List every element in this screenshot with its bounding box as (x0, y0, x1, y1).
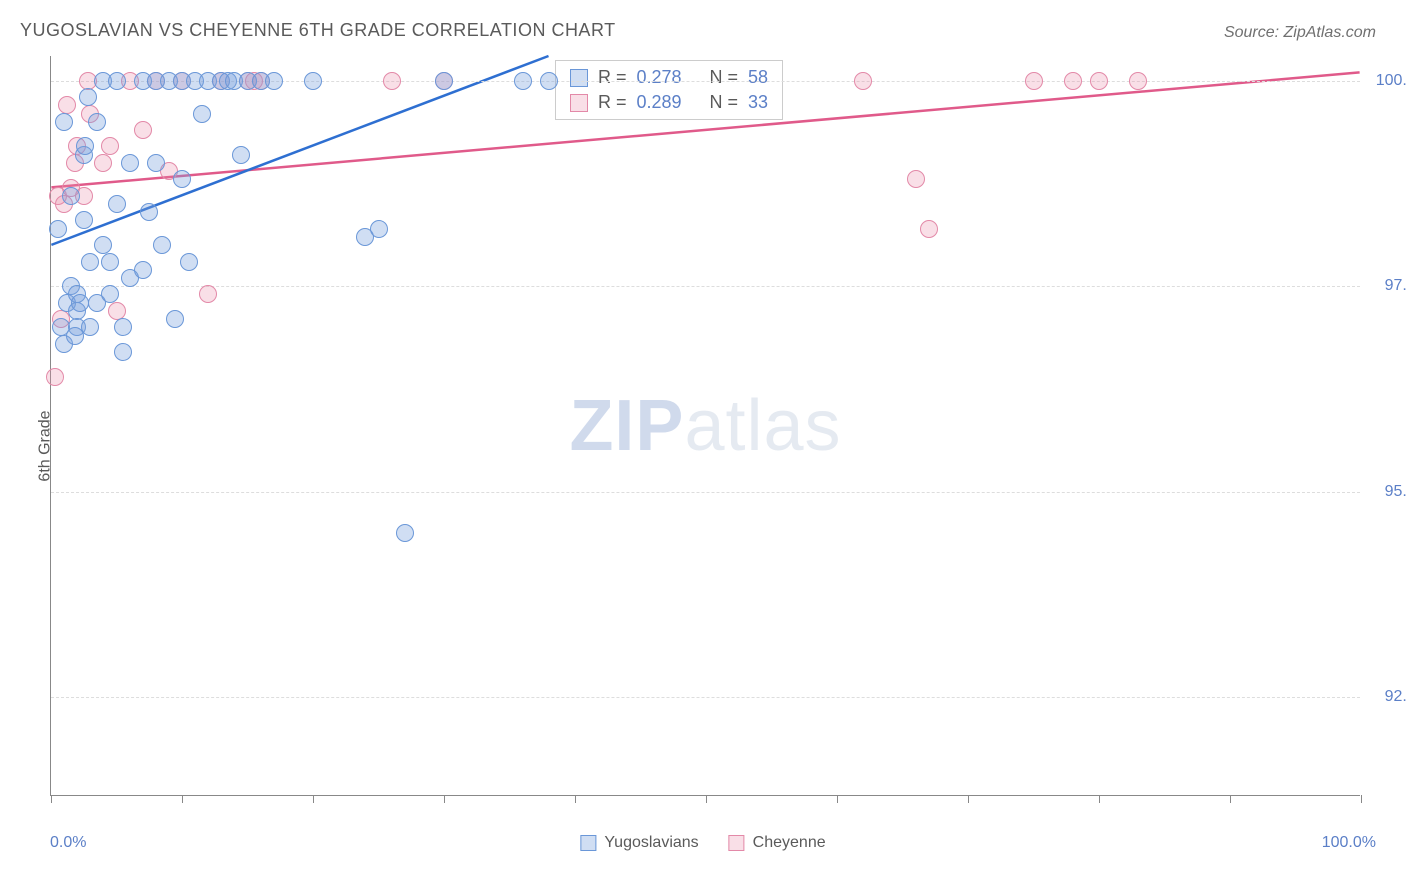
stats-legend-box: R = 0.278 N = 58 R = 0.289 N = 33 (555, 60, 783, 120)
series1-point (101, 285, 119, 303)
series1-point (114, 343, 132, 361)
y-tick-label: 95.0% (1370, 483, 1406, 501)
series1-point (71, 294, 89, 312)
series2-point (108, 302, 126, 320)
series2-point (920, 220, 938, 238)
series1-point (514, 72, 532, 90)
series2-point (1129, 72, 1147, 90)
watermark: ZIPatlas (569, 385, 841, 467)
x-tick (1230, 795, 1231, 803)
gridline (51, 697, 1360, 698)
series1-point (153, 236, 171, 254)
series2-point (1064, 72, 1082, 90)
stats-row-series1: R = 0.278 N = 58 (556, 65, 782, 90)
series1-point (94, 236, 112, 254)
series1-point (88, 113, 106, 131)
series2-point (134, 121, 152, 139)
series2-point (383, 72, 401, 90)
series2-point (46, 368, 64, 386)
x-axis-max-label: 100.0% (1322, 834, 1376, 852)
source-attribution: Source: ZipAtlas.com (1224, 24, 1376, 42)
x-tick (182, 795, 183, 803)
x-tick (51, 795, 52, 803)
series1-point (140, 203, 158, 221)
x-tick (706, 795, 707, 803)
series1-point (370, 220, 388, 238)
series1-point (166, 310, 184, 328)
stats-row-series2: R = 0.289 N = 33 (556, 90, 782, 115)
series2-point (94, 154, 112, 172)
series1-point (79, 88, 97, 106)
series1-point (396, 524, 414, 542)
series2-point (1025, 72, 1043, 90)
series1-point (232, 146, 250, 164)
series1-point (134, 261, 152, 279)
series1-point (114, 318, 132, 336)
legend-bottom: Yugoslavians Cheyenne (580, 834, 825, 852)
series2-point (199, 285, 217, 303)
series1-point (55, 113, 73, 131)
series2-r-value: 0.289 (636, 92, 681, 113)
series1-point (108, 72, 126, 90)
x-tick (575, 795, 576, 803)
x-tick (968, 795, 969, 803)
series2-point (907, 170, 925, 188)
trend-lines (51, 56, 1360, 795)
x-tick (1361, 795, 1362, 803)
series1-legend-swatch-icon (580, 835, 596, 851)
y-tick-label: 97.5% (1370, 277, 1406, 295)
series2-swatch-icon (570, 94, 588, 112)
series2-point (58, 96, 76, 114)
plot-area: ZIPatlas R = 0.278 N = 58 R = 0.289 N = … (50, 56, 1360, 796)
x-tick (1099, 795, 1100, 803)
series1-point (173, 170, 191, 188)
series2-legend-label: Cheyenne (753, 834, 826, 852)
series1-r-value: 0.278 (636, 67, 681, 88)
gridline (51, 492, 1360, 493)
series2-point (854, 72, 872, 90)
series2-legend-swatch-icon (729, 835, 745, 851)
series1-point (193, 105, 211, 123)
x-tick (313, 795, 314, 803)
series1-legend-label: Yugoslavians (604, 834, 698, 852)
legend-item-series2: Cheyenne (729, 834, 826, 852)
series1-point (121, 154, 139, 172)
series1-point (180, 253, 198, 271)
series1-point (66, 327, 84, 345)
x-axis-min-label: 0.0% (50, 834, 86, 852)
series1-point (101, 253, 119, 271)
y-tick-label: 100.0% (1370, 72, 1406, 90)
series1-point (147, 154, 165, 172)
series1-point (76, 137, 94, 155)
n-label: N = (710, 92, 739, 113)
watermark-zip: ZIP (569, 386, 684, 466)
series1-point (304, 72, 322, 90)
r-label: R = (598, 67, 627, 88)
gridline (51, 286, 1360, 287)
x-tick (444, 795, 445, 803)
series1-point (75, 211, 93, 229)
y-tick-label: 92.5% (1370, 688, 1406, 706)
watermark-atlas: atlas (684, 386, 841, 466)
series1-point (265, 72, 283, 90)
series2-n-value: 33 (748, 92, 768, 113)
series1-swatch-icon (570, 69, 588, 87)
series1-point (62, 187, 80, 205)
series1-n-value: 58 (748, 67, 768, 88)
series1-point (108, 195, 126, 213)
legend-item-series1: Yugoslavians (580, 834, 698, 852)
series1-point (435, 72, 453, 90)
series1-point (81, 318, 99, 336)
n-label: N = (710, 67, 739, 88)
series2-point (101, 137, 119, 155)
series2-point (1090, 72, 1108, 90)
x-tick (837, 795, 838, 803)
r-label: R = (598, 92, 627, 113)
series1-point (81, 253, 99, 271)
series1-point (540, 72, 558, 90)
series1-point (49, 220, 67, 238)
chart-title: YUGOSLAVIAN VS CHEYENNE 6TH GRADE CORREL… (20, 20, 616, 41)
